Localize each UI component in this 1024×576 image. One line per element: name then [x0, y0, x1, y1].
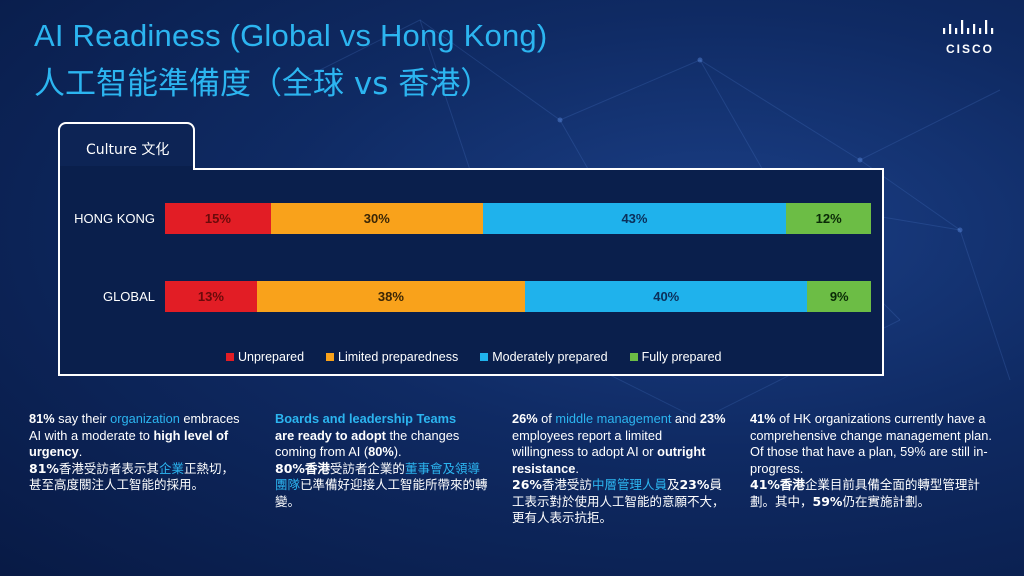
text: 受訪者企業的 [329, 460, 405, 476]
insight-column-3: 26% of middle management and 23% employe… [512, 411, 727, 527]
legend-label-limited: Limited preparedness [338, 350, 459, 364]
insight-column-4: 41% of HK organizations currently have a… [750, 411, 995, 510]
text: . [78, 444, 83, 459]
text: 正熱切，甚至高度關注人工智能的採用。 [29, 460, 234, 493]
insight-4-text-zh: 41%香港企業目前具備全面的轉型管理計劃。其中，59%仍在實施計劃。 [750, 477, 995, 510]
chart-panel [58, 168, 884, 376]
stat: 41% [750, 411, 776, 426]
bar-segment-fully: 12% [786, 203, 871, 234]
bar-value-label: 13% [197, 289, 224, 304]
bar-segment-moderate: 40% [525, 281, 808, 312]
stat: 23% [699, 411, 726, 426]
stat: 26% [512, 411, 538, 426]
bar-hong-kong: 15% 30% 43% 12% [165, 203, 871, 234]
bar-value-label: 15% [204, 211, 231, 226]
category-label-global: GLOBAL [102, 289, 155, 304]
highlight: 董事會及領導團隊 [275, 460, 480, 493]
text: 員工表示對於使用人工智能的意願不大，更有人表示抗拒。 [512, 477, 725, 525]
text: 企業目前具備全面的轉型管理計劃。其中， [750, 477, 980, 509]
legend-swatch-unprepared [226, 353, 234, 361]
bar-value-label: 12% [815, 211, 842, 226]
bar-segment-fully: 9% [807, 281, 871, 312]
text: . [575, 460, 579, 476]
cisco-bars-icon [943, 20, 994, 34]
text: 已準備好迎接人工智能所帶來的轉變。 [275, 477, 488, 509]
legend-label-moderate: Moderately prepared [492, 350, 608, 364]
insight-3-text-zh: 26%香港受訪中層管理人員及23%員工表示對於使用人工智能的意願不大，更有人表示… [512, 477, 727, 527]
legend-item-limited: Limited preparedness [326, 349, 458, 365]
bar-segment-unprepared: 15% [165, 203, 271, 234]
highlight: middle management [555, 411, 672, 426]
insight-2-text: Boards and leadership Teams are ready to… [275, 411, 490, 461]
stat: 26% [512, 477, 542, 492]
cisco-logo-text: CISCO [945, 42, 994, 56]
text: 香港受訪 [541, 477, 592, 492]
bar-segment-unprepared: 13% [165, 281, 257, 312]
bar-value-label: 30% [363, 211, 390, 226]
text: of HK organizations currently have a com… [750, 411, 992, 443]
highlight: organization [110, 411, 180, 426]
text: employees report a limited willingness t… [512, 427, 663, 460]
bar-value-label: 9% [829, 289, 849, 304]
insight-column-2: Boards and leadership Teams are ready to… [275, 411, 490, 510]
cisco-logo: CISCO [938, 20, 1002, 56]
bar-value-label: 40% [653, 289, 680, 304]
legend-label-unprepared: Unprepared [238, 350, 305, 364]
stat: 81% [29, 460, 59, 476]
insight-4-text-2: Of those that have a plan, 59% are still… [750, 444, 995, 477]
legend-item-fully: Fully prepared [629, 349, 722, 365]
legend-item-moderate: Moderately prepared [480, 349, 608, 365]
page-title: AI Readiness (Global vs Hong Kong) [34, 18, 548, 53]
stat: 59% [812, 493, 843, 509]
emphasis: high level of urgency [29, 427, 229, 460]
insight-4-text: 41% of HK organizations currently have a… [750, 411, 995, 444]
category-label-hong-kong: HONG KONG [74, 211, 155, 226]
bar-segment-limited: 30% [270, 203, 483, 234]
emphasis: outright resistance [512, 444, 706, 476]
tab-join [60, 166, 193, 170]
text: embraces AI with a moderate to [29, 411, 240, 443]
tab-culture[interactable]: Culture 文化 [58, 122, 195, 170]
legend-item-unprepared: Unprepared [226, 349, 304, 365]
text: and [671, 411, 700, 426]
text: the changes coming from AI ( [275, 427, 460, 460]
insight-1-text-zh: 81%香港受訪者表示其企業正熱切，甚至高度關注人工智能的採用。 [29, 461, 244, 494]
highlight: Boards and leadership Teams [275, 411, 457, 426]
text: of [537, 411, 556, 426]
text: 香港受訪者表示其 [58, 460, 159, 476]
stat: 23% [679, 477, 710, 492]
insight-1-text: 81% say their organization embraces AI w… [29, 411, 244, 461]
bar-value-label: 38% [377, 289, 404, 304]
legend-label-fully: Fully prepared [641, 350, 722, 364]
bar-value-label: 43% [621, 211, 648, 226]
page-subtitle-chinese: 人工智能準備度（全球 vs 香港） [34, 66, 492, 102]
text: 仍在實施計劃。 [842, 493, 930, 509]
highlight: 企業 [158, 460, 184, 476]
highlight: 中層管理人員 [591, 477, 667, 492]
legend-swatch-fully [629, 353, 638, 361]
text: Of those that have a plan, 59% are still… [750, 444, 988, 476]
tab-culture-label: Culture 文化 [86, 142, 170, 158]
stat: 80%香港 [275, 460, 330, 476]
insight-column-1: 81% say their organization embraces AI w… [29, 411, 244, 494]
legend-swatch-moderate [480, 353, 489, 361]
bar-segment-moderate: 43% [482, 203, 787, 234]
insight-3-text: 26% of middle management and 23% employe… [512, 411, 727, 477]
insight-2-text-zh: 80%香港受訪者企業的董事會及領導團隊已準備好迎接人工智能所帶來的轉變。 [275, 461, 490, 511]
text: 及 [666, 477, 680, 492]
stat: 81% [29, 411, 55, 426]
text: ). [393, 444, 402, 459]
bar-global: 13% 38% 40% 9% [165, 281, 871, 312]
stat: 80% [368, 444, 394, 459]
chart-legend: Unprepared Limited preparedness Moderate… [226, 349, 722, 365]
stat: 41%香港 [750, 477, 805, 492]
bar-segment-limited: 38% [256, 281, 526, 312]
legend-swatch-limited [326, 353, 335, 361]
text: say their [54, 411, 111, 426]
emphasis: are ready to adopt [275, 427, 386, 443]
